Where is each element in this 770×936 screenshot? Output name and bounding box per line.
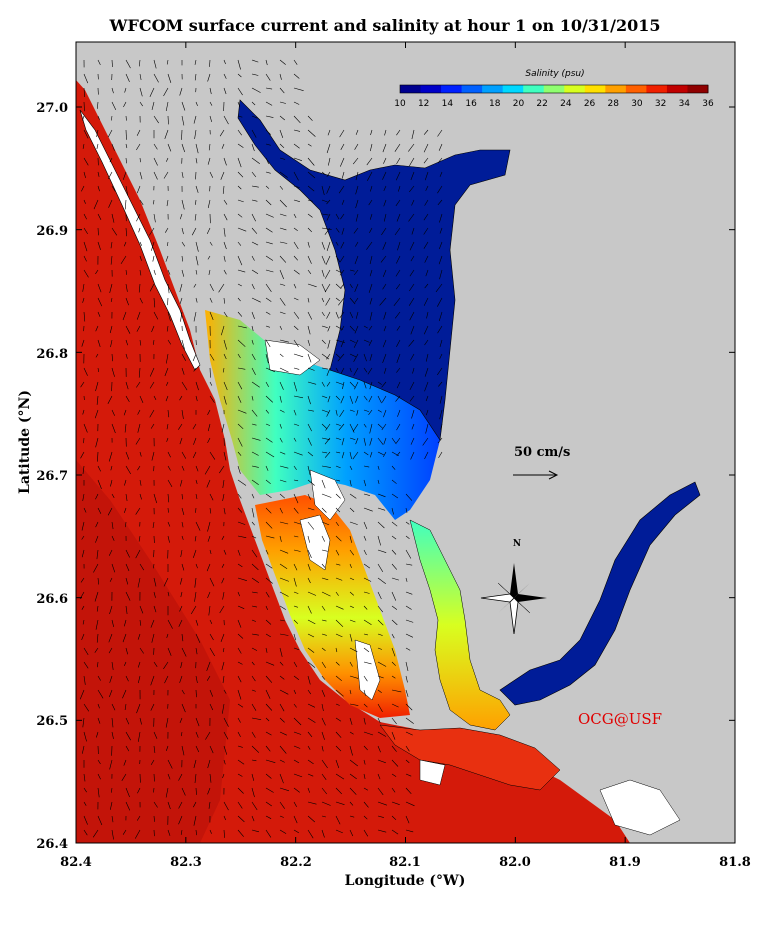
- peace-river: [237, 99, 511, 441]
- colorbar-tick-label: 36: [702, 99, 714, 109]
- island: [354, 639, 381, 701]
- y-tick-label: 26.4: [36, 837, 68, 852]
- scale-label: 50 cm/s: [514, 445, 570, 460]
- colorbar-cell: [482, 85, 504, 93]
- x-tick-label: 82.2: [280, 855, 312, 870]
- compass-rose: N: [480, 539, 547, 635]
- colorbar-tick-label: 28: [608, 99, 620, 109]
- colorbar-tick-label: 18: [489, 99, 501, 109]
- colorbar-cell: [605, 85, 627, 93]
- gulf-dark: [76, 460, 230, 843]
- map-title: WFCOM surface current and salinity at ho…: [109, 16, 661, 35]
- colorbar-cell: [687, 85, 709, 93]
- scale-arrow: [513, 470, 559, 480]
- colorbar-cell: [564, 85, 586, 93]
- y-tick-label: 26.9: [36, 224, 68, 239]
- y-tick-label: 26.6: [36, 592, 68, 607]
- colorbar-tick-label: 12: [418, 99, 429, 109]
- colorbar-cell: [441, 85, 463, 93]
- x-tick-label: 82.1: [389, 855, 421, 870]
- salinity-colorbar: Salinity (psu) 10 12 14 16 18 20 22 24 26 28 30 32 3…: [394, 69, 714, 109]
- colorbar-tick-label: 24: [560, 99, 572, 109]
- colorbar-tick-label: 30: [631, 99, 643, 109]
- colorbar-tick-label: 20: [513, 99, 525, 109]
- island: [299, 514, 331, 571]
- charlotte-harbor: [205, 310, 440, 520]
- caloosahatchee-river: [499, 481, 701, 706]
- x-tick-label: 82.0: [499, 855, 531, 870]
- colorbar-cell: [523, 85, 545, 93]
- island: [264, 339, 321, 376]
- colorbar-cell: [543, 85, 565, 93]
- x-tick-label: 81.8: [719, 855, 751, 870]
- colorbar-tick-label: 32: [655, 99, 666, 109]
- colorbar-cell: [584, 85, 606, 93]
- y-tick-label: 26.5: [36, 714, 68, 729]
- x-tick-label: 82.4: [60, 855, 92, 870]
- colorbar-cell: [420, 85, 442, 93]
- credit-label: OCG@USF: [578, 710, 662, 728]
- island: [599, 779, 681, 836]
- colorbar-cell: [646, 85, 668, 93]
- colorbar-tick-label: 26: [584, 99, 596, 109]
- colorbar-cell: [666, 85, 688, 93]
- barrier-island: [79, 109, 201, 371]
- north-label: N: [513, 539, 521, 549]
- y-tick-label: 26.8: [36, 347, 68, 362]
- current-vectors: [79, 59, 443, 840]
- colorbar-cell: [502, 85, 524, 93]
- colorbar-tick-label: 22: [536, 99, 547, 109]
- x-tick-label: 82.3: [170, 855, 202, 870]
- y-tick-label: 27.0: [36, 101, 68, 116]
- colorbar-title: Salinity (psu): [525, 69, 584, 79]
- x-axis-label: Longitude (°W): [345, 873, 466, 889]
- colorbar-cell: [400, 85, 422, 93]
- colorbar-tick-label: 34: [679, 99, 691, 109]
- x-tick-label: 81.9: [609, 855, 641, 870]
- gulf-water: [76, 42, 630, 843]
- y-tick-label: 26.7: [36, 469, 68, 484]
- colorbar-tick-label: 14: [442, 99, 454, 109]
- y-axis-label: Latitude (°N): [17, 390, 33, 494]
- colorbar-tick-label: 10: [394, 99, 406, 109]
- colorbar-cell: [625, 85, 647, 93]
- colorbar-tick-label: 16: [465, 99, 477, 109]
- island: [419, 759, 446, 786]
- lower-river-channel: [409, 519, 511, 731]
- axis-ticks: [75, 42, 736, 844]
- island: [309, 469, 346, 521]
- colorbar-cell: [461, 85, 483, 93]
